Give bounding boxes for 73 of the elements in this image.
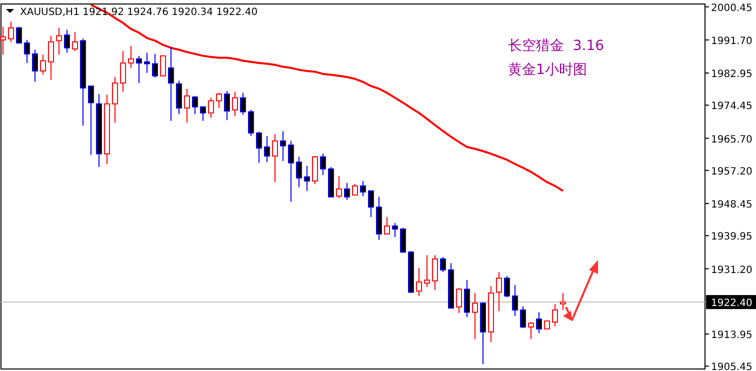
candlestick [296, 156, 302, 188]
annotation: 长空猎金 3.16 [508, 38, 604, 54]
y-tick-label: 1939.95 [711, 232, 752, 243]
y-tick-label: 1982.95 [711, 69, 752, 80]
candlestick [504, 275, 510, 298]
ref-line-label: 1922.40 [711, 298, 752, 310]
candlestick [192, 95, 198, 115]
candlestick [520, 306, 526, 329]
y-tick-label: 1991.70 [711, 36, 752, 47]
candlestick [184, 88, 190, 124]
candlestick [368, 190, 374, 218]
candlestick [496, 272, 502, 312]
candlestick [248, 109, 254, 137]
candlestick [120, 50, 126, 92]
y-tick-label: 1948.45 [711, 200, 752, 211]
candlestick [320, 153, 326, 176]
candlestick [384, 216, 390, 234]
candlestick [456, 288, 462, 314]
candlestick [264, 136, 270, 163]
candlestick [24, 39, 30, 64]
candlestick [512, 284, 518, 317]
candlestick [224, 90, 230, 121]
candlestick [288, 140, 294, 202]
y-tick-label: 2000.45 [711, 2, 752, 14]
candlestick [144, 52, 150, 74]
candlestick [424, 254, 430, 288]
candlestick [336, 176, 342, 199]
candlestick [48, 35, 54, 81]
candlestick [240, 92, 246, 116]
candlestick [552, 303, 558, 327]
candlestick [216, 92, 222, 109]
candlestick [160, 55, 166, 76]
candlestick [232, 91, 238, 116]
candlestick [352, 184, 358, 196]
y-tick-label: 1905.45 [711, 362, 752, 371]
candlestick [272, 134, 278, 183]
candlestick [472, 292, 478, 340]
candlestick [64, 29, 70, 54]
candlestick [208, 97, 214, 118]
candlestick [432, 254, 438, 290]
candlestick [56, 27, 62, 56]
candlestick [360, 180, 366, 197]
candlestick [304, 165, 310, 192]
y-tick-label: 1965.70 [711, 134, 752, 146]
candlestick [128, 45, 134, 68]
y-tick-label: 1974.45 [711, 101, 752, 112]
candlestick [88, 86, 94, 156]
candlestick [168, 46, 174, 122]
candlestick [152, 53, 158, 78]
candlestick [72, 31, 78, 52]
candlestick [40, 54, 46, 76]
y-tick-label: 1913.95 [711, 330, 752, 342]
candlestick [536, 312, 542, 334]
annotation: 黄金1小时图 [508, 62, 587, 78]
candlestick [560, 292, 566, 310]
candlestick [280, 130, 286, 162]
candlestick [440, 256, 446, 273]
candlestick [416, 268, 422, 296]
y-tick-label: 1931.20 [711, 264, 752, 276]
candlestick [344, 182, 350, 200]
candlestick [16, 26, 22, 44]
candlestick [0, 26, 6, 56]
candlestick [32, 49, 38, 82]
candlestick [112, 76, 118, 124]
candlestick [392, 222, 398, 238]
candlestick [200, 106, 206, 122]
candlestick [464, 280, 470, 318]
candlestick [8, 21, 14, 42]
candlestick [528, 322, 534, 340]
y-tick-label: 1957.20 [711, 166, 752, 178]
candlestick [256, 131, 262, 164]
candlestick [136, 55, 142, 84]
candlestick [400, 227, 406, 254]
